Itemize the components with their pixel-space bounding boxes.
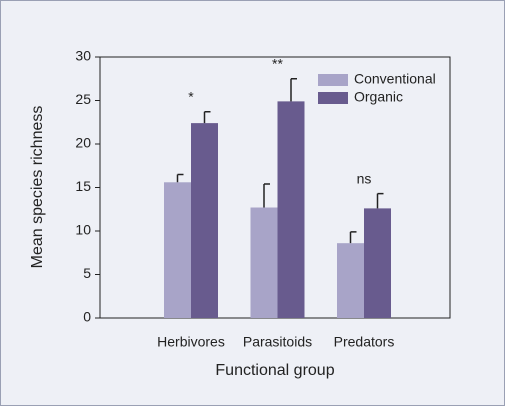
significance-label: ** <box>272 55 283 71</box>
y-tick-label: 30 <box>75 48 91 64</box>
y-tick-label: 25 <box>75 91 91 107</box>
bar <box>250 207 278 318</box>
bar <box>364 208 391 318</box>
y-tick-label: 0 <box>83 309 91 325</box>
bar <box>337 243 364 318</box>
x-axis-label: Functional group <box>215 362 334 379</box>
error-bar <box>263 183 270 208</box>
y-tick-label: 10 <box>75 222 91 238</box>
legend-swatch <box>318 92 348 104</box>
error-bar <box>176 173 184 183</box>
x-tick-label: Predators <box>334 334 395 350</box>
legend-label: Conventional <box>354 71 436 87</box>
bar <box>164 182 191 318</box>
y-axis-label: Mean species richness <box>29 106 46 269</box>
x-tick-label: Herbivores <box>157 334 225 350</box>
bar <box>191 123 218 319</box>
error-bar <box>349 231 357 244</box>
x-tick-label: Parasitoids <box>243 334 312 350</box>
y-tick-label: 5 <box>83 265 91 281</box>
error-bar <box>203 111 211 124</box>
significance-label: * <box>188 89 194 105</box>
y-tick-label: 15 <box>75 178 91 194</box>
significance-label: ns <box>357 170 372 186</box>
legend-label: Organic <box>354 89 403 105</box>
error-bar <box>376 192 384 209</box>
error-bar <box>290 78 297 102</box>
bar <box>277 101 305 319</box>
legend-swatch <box>318 74 348 86</box>
y-tick-label: 20 <box>75 135 91 151</box>
